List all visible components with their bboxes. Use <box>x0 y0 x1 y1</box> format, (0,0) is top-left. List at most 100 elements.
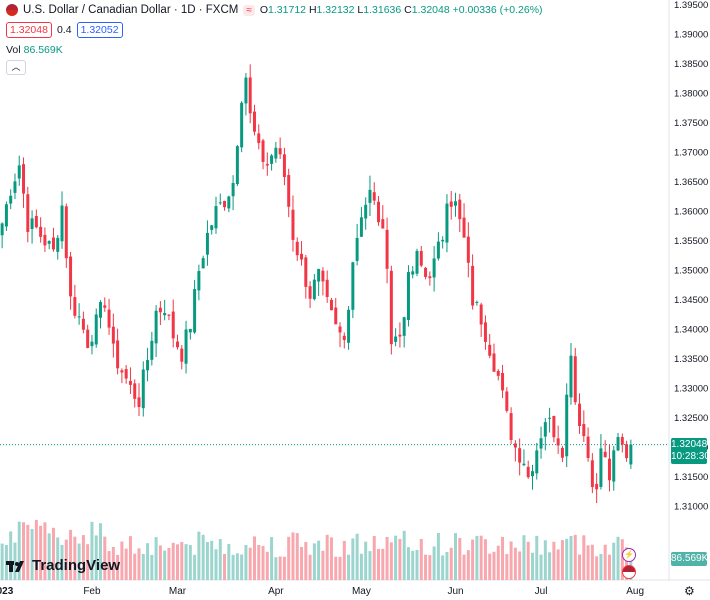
volume-bar <box>368 551 372 580</box>
last-price-value: 1.32048 <box>671 438 708 450</box>
chevron-up-icon[interactable]: ︿ <box>6 60 26 75</box>
volume-bar <box>257 544 261 580</box>
volume-bar <box>342 540 346 580</box>
volume-bar <box>22 522 26 580</box>
volume-bar <box>60 544 64 580</box>
volume-bar <box>454 533 458 580</box>
chart-header: U.S. Dollar / Canadian Dollar · 1D · FXC… <box>6 4 543 16</box>
candle-body <box>479 304 483 325</box>
candle-body <box>364 204 368 219</box>
candle-body <box>595 483 599 490</box>
candle-body <box>377 201 381 223</box>
candle-body <box>321 270 325 282</box>
candle-body <box>205 232 209 255</box>
ohlc-close-key: C <box>404 4 412 16</box>
price-tick-label: 1.34500 <box>674 295 708 306</box>
sell-price-button[interactable]: 1.32048 <box>6 22 52 38</box>
last-price-label: 1.32048 10:28:30 <box>671 437 710 464</box>
volume-bar <box>377 548 381 580</box>
volume-bar <box>64 539 68 580</box>
volume-bar <box>278 556 282 580</box>
candle-body <box>334 307 338 325</box>
flag-icon[interactable] <box>622 565 636 579</box>
volume-bar <box>415 549 419 580</box>
volume-bar <box>355 533 359 580</box>
candle-body <box>458 199 462 220</box>
volume-bar <box>432 546 436 580</box>
candle-body <box>90 341 94 347</box>
candle-body <box>509 413 513 440</box>
volume-bar <box>441 555 445 580</box>
volume-bar <box>505 554 509 580</box>
candle-body <box>573 356 577 403</box>
price-tick-label: 1.31500 <box>674 472 708 483</box>
volume-bar <box>535 535 539 580</box>
candle-body <box>454 201 458 206</box>
volume-bar <box>389 542 393 580</box>
price-axis[interactable]: 1.39500 1.39000 1.38500 1.38000 1.37500 1.370… <box>674 0 708 512</box>
candle-body <box>60 205 64 242</box>
ohlc-change: +0.00336 (+0.26%) <box>452 4 543 16</box>
approx-icon[interactable]: ≈ <box>243 4 255 16</box>
volume-bar <box>244 544 248 580</box>
candle-body <box>432 258 436 278</box>
candle-body <box>445 203 449 243</box>
candle-body <box>175 341 179 348</box>
volume-bar <box>163 550 167 580</box>
volume-bar <box>419 538 423 580</box>
candle-body <box>415 250 419 274</box>
volume-bar <box>590 544 594 580</box>
volume-bar <box>428 555 432 580</box>
candle-body <box>218 202 222 204</box>
volume-bar <box>599 553 603 580</box>
volume-bar <box>552 541 556 580</box>
candle-body <box>381 219 385 229</box>
candle-body <box>428 276 432 279</box>
volume-bar <box>603 544 607 580</box>
volume-bar <box>111 547 115 580</box>
candle-body <box>128 380 132 385</box>
volume-bar <box>73 536 77 580</box>
volume-bar <box>607 554 611 580</box>
volume-bar <box>137 548 141 580</box>
price-tick-label: 1.37000 <box>674 147 708 158</box>
time-axis[interactable]: 2023 Feb Mar Apr May Jun Jul Aug <box>0 586 644 597</box>
volume-bar <box>248 547 252 580</box>
volume-bar <box>338 556 342 580</box>
candle-body <box>411 271 415 275</box>
volume-bar <box>265 551 269 580</box>
candle-body <box>282 154 286 178</box>
volume-bar <box>312 543 316 580</box>
volume-bar <box>411 550 415 580</box>
time-tick-label: Jun <box>447 586 463 597</box>
candle-body <box>184 329 188 364</box>
gear-icon[interactable]: ⚙ <box>684 584 695 598</box>
candle-body <box>586 436 590 459</box>
candles <box>0 64 633 504</box>
candle-body <box>99 302 103 318</box>
candle-body <box>124 369 128 379</box>
candle-body <box>475 301 479 303</box>
brand-name: TradingView <box>32 557 121 574</box>
flash-icon[interactable]: ⚡ <box>622 548 636 562</box>
candle-body <box>197 271 201 291</box>
volume-bar <box>103 536 107 580</box>
candle-body <box>4 204 8 227</box>
candle-body <box>240 102 244 148</box>
volume-bar <box>424 554 428 580</box>
volume-bar <box>235 553 239 580</box>
volume-bar <box>39 525 43 580</box>
candle-body <box>569 355 573 398</box>
candle-body <box>539 438 543 449</box>
volume-bar <box>210 540 214 580</box>
symbol-title[interactable]: U.S. Dollar / Canadian Dollar · 1D · FXC… <box>23 4 239 16</box>
volume-bar <box>180 542 184 580</box>
candle-body <box>22 164 26 194</box>
candle-body <box>261 140 265 162</box>
candle-body <box>612 450 616 482</box>
volume-bar <box>347 554 351 580</box>
candle-body <box>308 286 312 299</box>
buy-price-button[interactable]: 1.32052 <box>76 22 123 38</box>
time-tick-label: Mar <box>169 586 187 597</box>
